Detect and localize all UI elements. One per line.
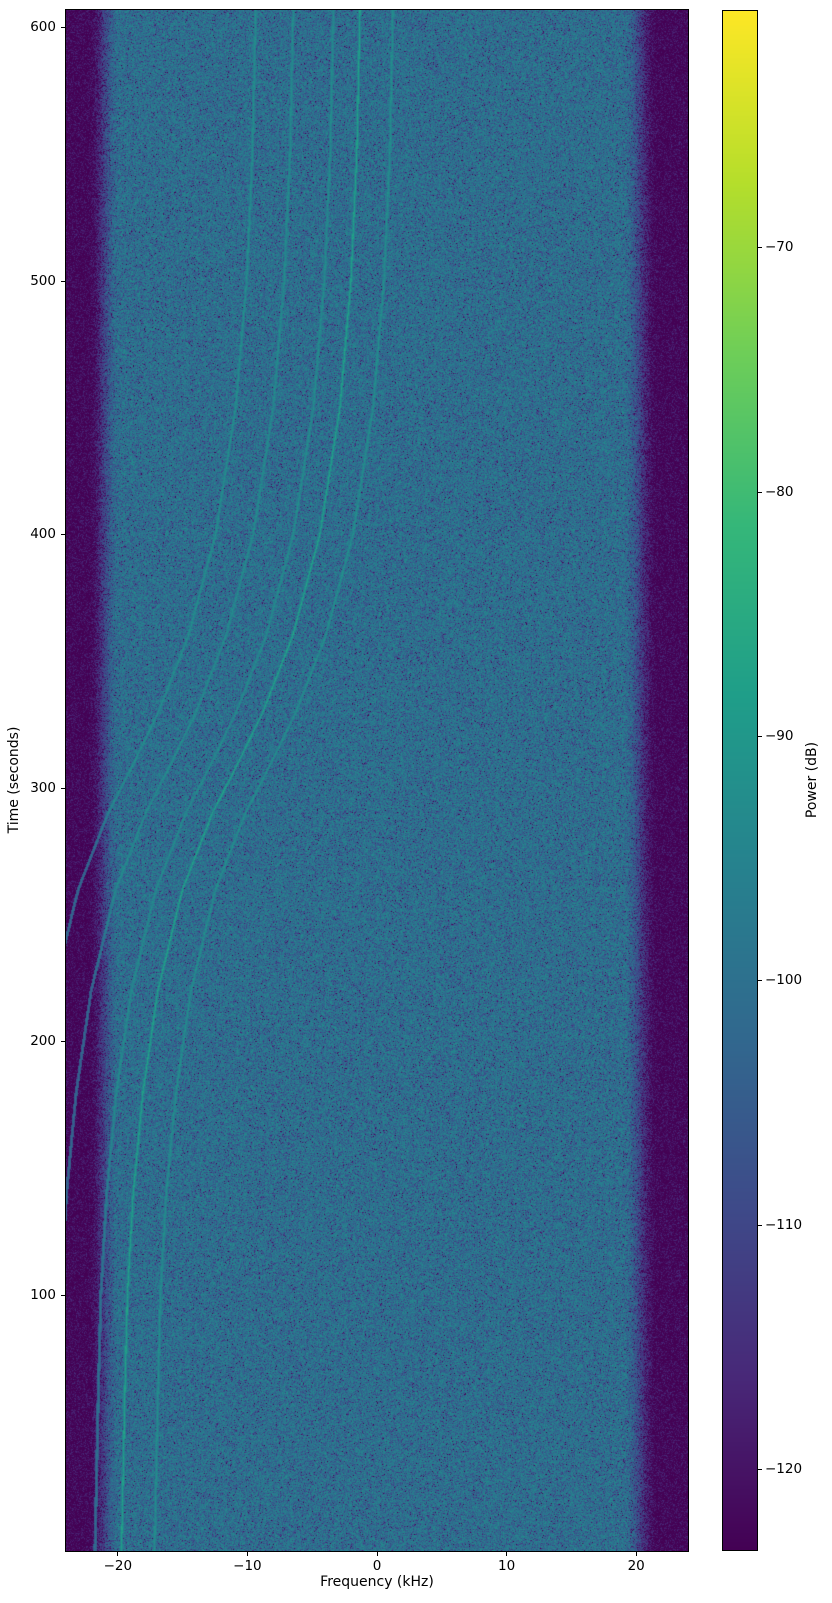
y-tick-label: 500 [30,272,56,289]
colorbar-tick-label: −110 [765,1216,803,1233]
spectrogram-image [66,10,688,1551]
y-tick [61,534,65,536]
colorbar-tick [758,736,762,738]
x-tick-label: 20 [627,1558,645,1574]
colorbar-tick [758,980,762,982]
colorbar-gradient [723,11,757,1550]
y-tick [61,27,65,29]
x-tick-label: 10 [497,1558,516,1574]
y-tick [61,787,65,789]
x-axis-label: Frequency (kHz) [320,1574,434,1590]
colorbar-tick [758,1468,762,1470]
colorbar-tick-label: −100 [765,972,803,989]
y-tick [61,1041,65,1043]
colorbar-tick-label: −80 [765,483,794,500]
y-tick [61,280,65,282]
y-tick [61,1294,65,1296]
x-tick [117,1552,119,1556]
colorbar-tick-label: −120 [765,1460,803,1477]
plot-area [65,9,689,1552]
x-tick [506,1552,508,1556]
colorbar [722,10,758,1551]
colorbar-tick-label: −90 [765,728,794,745]
x-tick-label: 0 [372,1558,382,1574]
colorbar-label: Power (dB) [804,741,820,819]
y-tick-label: 300 [30,779,56,796]
colorbar-tick-label: −70 [765,239,794,256]
y-tick-label: 600 [30,19,56,36]
x-tick-label: −20 [103,1558,133,1574]
x-tick [635,1552,637,1556]
x-tick-label: −10 [233,1558,262,1574]
colorbar-tick [758,1224,762,1226]
colorbar-tick [758,247,762,249]
y-tick-label: 100 [30,1286,56,1303]
x-tick [246,1552,248,1556]
y-tick-label: 400 [30,526,56,543]
colorbar-tick [758,491,762,493]
x-tick [376,1552,378,1556]
y-tick-label: 200 [30,1033,56,1050]
